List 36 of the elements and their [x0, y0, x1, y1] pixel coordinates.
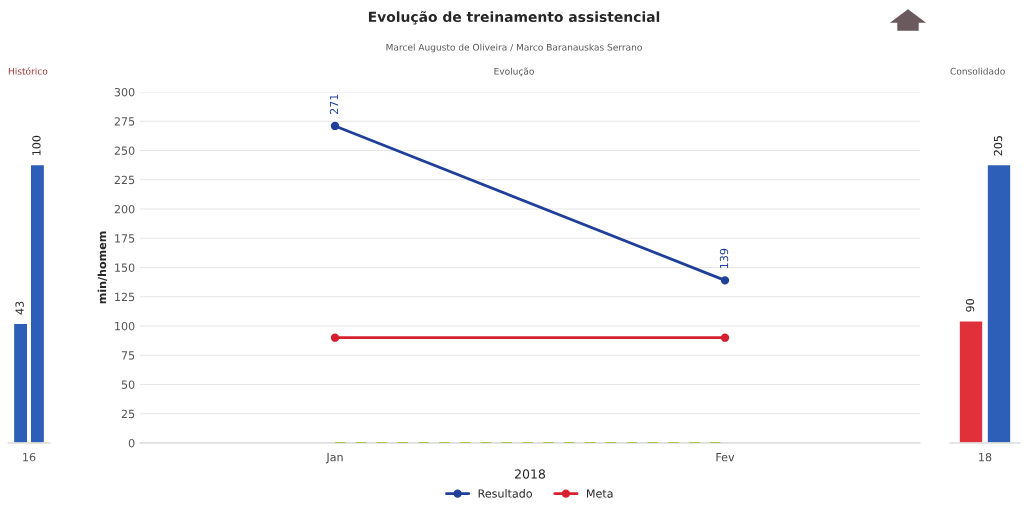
- y-tick-label: 75: [121, 351, 135, 360]
- data-label: 100: [32, 135, 41, 156]
- y-tick-label: 50: [121, 380, 135, 389]
- point: [720, 276, 730, 285]
- y-tick-label: 100: [115, 321, 135, 331]
- y-tick-label: 25: [121, 409, 135, 419]
- y-axis-title: min/homem: [97, 231, 108, 304]
- chart-subtitle: Marcel Augusto de Oliveira / Marco Baranauskas Serrano: [386, 43, 642, 53]
- point: [330, 333, 340, 342]
- y-tick-label: 300: [114, 87, 135, 97]
- data-label: 271: [329, 94, 339, 114]
- y-tick-label: 0: [128, 438, 135, 448]
- x-axis-title: 2018: [515, 469, 546, 479]
- y-tick-label: 200: [114, 204, 135, 214]
- data-label: 90: [965, 299, 975, 312]
- data-label: 205: [993, 136, 1003, 156]
- y-tick-label: 275: [114, 117, 135, 126]
- point: [720, 333, 730, 342]
- y-tick-label: 250: [114, 146, 135, 155]
- chart-title: Evolução de treinamento assistencial: [368, 11, 660, 25]
- legend-label: Meta: [587, 489, 613, 498]
- data-label: 43: [15, 301, 24, 315]
- y-tick-label: 175: [115, 234, 135, 243]
- x-tick-label: Fev: [716, 453, 735, 462]
- point: [330, 121, 340, 131]
- data-label: 139: [719, 248, 729, 269]
- y-tick-label: 150: [115, 263, 135, 272]
- x-tick-label: Jan: [325, 453, 343, 464]
- chart-title: Consolidado: [950, 67, 1005, 75]
- x-tick-label: 16: [23, 452, 36, 462]
- chart-title: Histórico: [8, 67, 48, 75]
- y-tick-label: 125: [115, 292, 135, 302]
- legend-label: Resultado: [478, 489, 532, 498]
- y-tick-label: 225: [114, 175, 135, 185]
- text: Evolução: [494, 67, 534, 77]
- x-tick-label: 18: [979, 452, 992, 462]
